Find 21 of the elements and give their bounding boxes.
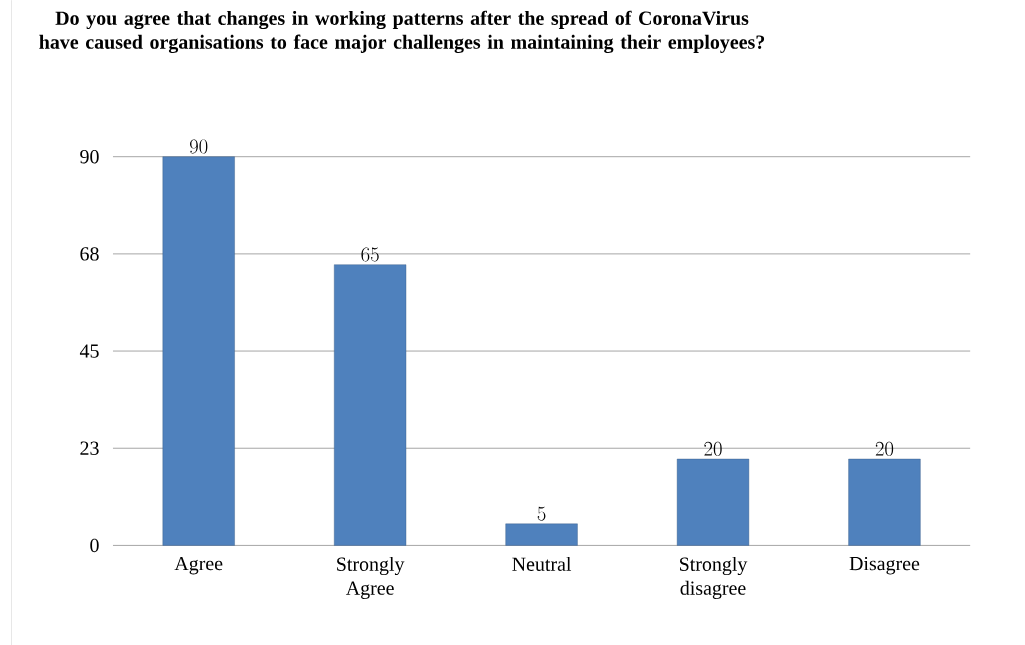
x-tick-label: Strongly Agree — [337, 556, 405, 599]
data-label: 5 — [537, 506, 546, 521]
bar — [505, 523, 578, 546]
data-label: 65 — [361, 247, 379, 262]
y-tick-label: 23 — [80, 441, 99, 455]
x-tick-label: Disagree — [849, 556, 920, 575]
data-label: 20 — [704, 441, 722, 456]
x-tick-label: Neutral — [512, 556, 572, 571]
x-tick-label: Agree — [174, 556, 223, 575]
bar — [334, 264, 407, 546]
bar — [848, 458, 921, 546]
data-label: 90 — [189, 139, 208, 154]
y-tick-label: 68 — [80, 247, 99, 261]
chart-title: Do you agree that changes in working patterns after the spread of CoronaVirus have caused organisations to face major challenges in maintaining their employees? — [39, 10, 765, 53]
data-label: 20 — [875, 441, 894, 456]
y-tick-label: 90 — [80, 149, 99, 164]
bar — [162, 156, 235, 546]
x-tick-label: Strongly disagree — [680, 556, 748, 599]
y-tick-label: 0 — [90, 538, 99, 552]
y-tick-label: 45 — [79, 344, 99, 358]
bar — [676, 458, 750, 546]
